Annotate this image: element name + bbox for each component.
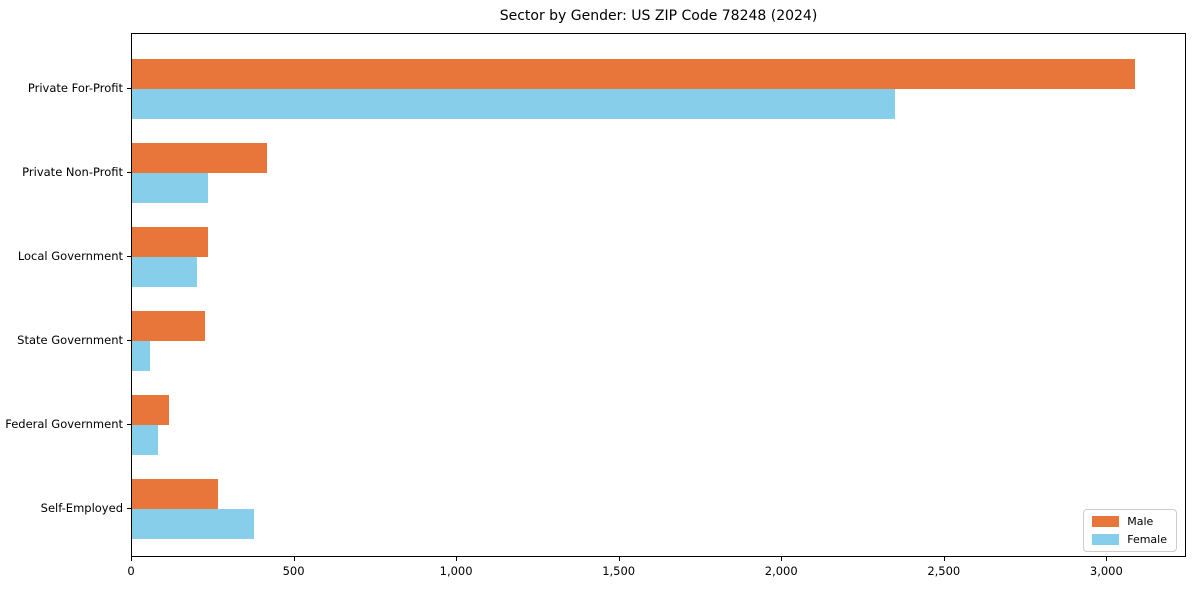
- x-tick-mark: [1106, 557, 1108, 561]
- legend-entry-male: Male: [1092, 515, 1167, 528]
- bar-female-local-government: [132, 257, 197, 287]
- bar-female-private-for-profit: [132, 89, 895, 119]
- y-tick-label-private-non-profit: Private Non-Profit: [22, 165, 123, 179]
- bar-female-self-employed: [132, 509, 254, 539]
- x-tick-label-2500: 2,500: [927, 564, 961, 578]
- y-tick-mark: [127, 508, 131, 509]
- bar-male-federal-government: [132, 395, 170, 425]
- x-tick-mark: [618, 557, 620, 561]
- chart-title: Sector by Gender: US ZIP Code 78248 (202…: [499, 8, 818, 24]
- x-tick-label-0: 0: [127, 564, 135, 578]
- x-tick-label-1000: 1,000: [439, 564, 473, 578]
- legend: Male Female: [1083, 509, 1177, 552]
- y-tick-label-private-for-profit: Private For-Profit: [27, 81, 123, 95]
- y-tick-label-state-government: State Government: [17, 333, 123, 347]
- legend-entry-female: Female: [1092, 533, 1167, 546]
- x-tick-mark: [456, 557, 458, 561]
- x-tick-label-1500: 1,500: [602, 564, 636, 578]
- y-tick-label-local-government: Local Government: [17, 249, 123, 263]
- bar-female-state-government: [132, 341, 150, 371]
- y-tick-mark: [127, 172, 131, 173]
- y-tick-mark: [127, 424, 131, 425]
- bar-male-private-for-profit: [132, 59, 1135, 89]
- bar-female-private-non-profit: [132, 173, 209, 203]
- y-tick-label-federal-government: Federal Government: [5, 417, 123, 431]
- y-tick-mark: [127, 88, 131, 89]
- y-tick-mark: [127, 256, 131, 257]
- legend-swatch-female: [1092, 534, 1120, 545]
- bar-male-state-government: [132, 311, 205, 341]
- bar-male-self-employed: [132, 479, 218, 509]
- x-tick-mark: [131, 557, 132, 561]
- y-tick-mark: [127, 340, 131, 341]
- x-tick-mark: [293, 557, 295, 561]
- plot-area: Male Female: [131, 33, 1186, 557]
- x-tick-label-3000: 3,000: [1089, 564, 1123, 578]
- legend-label-male: Male: [1127, 515, 1154, 528]
- legend-label-female: Female: [1127, 533, 1167, 546]
- x-tick-mark: [943, 557, 945, 561]
- bar-male-local-government: [132, 227, 209, 257]
- legend-swatch-male: [1092, 516, 1120, 527]
- x-tick-label-2000: 2,000: [764, 564, 798, 578]
- x-tick-mark: [781, 557, 783, 561]
- y-tick-label-self-employed: Self-Employed: [40, 501, 123, 515]
- bar-male-private-non-profit: [132, 143, 267, 173]
- x-tick-label-500: 500: [282, 564, 305, 578]
- bar-female-federal-government: [132, 425, 158, 455]
